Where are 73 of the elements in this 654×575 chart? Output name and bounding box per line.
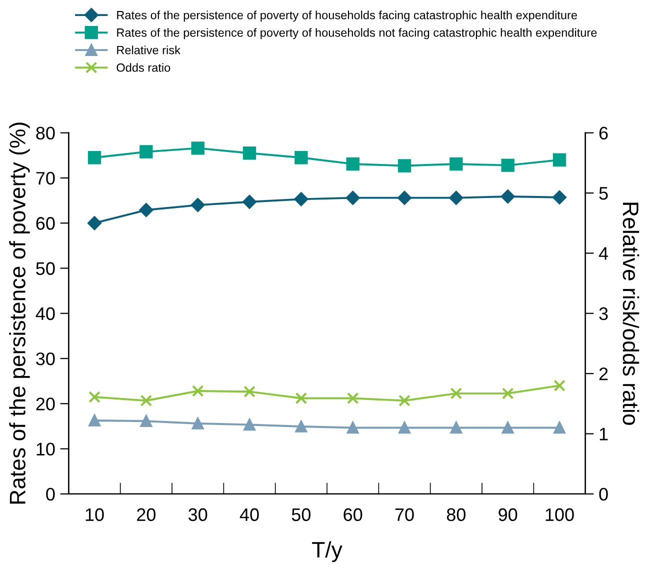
point	[244, 418, 256, 431]
point	[295, 392, 308, 404]
x-tick-label: 10	[86, 508, 104, 522]
point	[501, 158, 514, 172]
y2-tick-label: 3	[599, 307, 608, 320]
point	[502, 422, 514, 434]
point	[554, 380, 566, 392]
x-tick-label: 50	[292, 508, 311, 522]
point	[192, 418, 204, 430]
x-tick-label: 60	[344, 508, 362, 522]
y-tick-label: 20	[36, 398, 55, 410]
y-tick-label: 50	[36, 262, 55, 275]
y-axis-title: Rates of the persistence of poverty (%)	[9, 122, 30, 504]
point	[140, 415, 152, 428]
x-tick-label: 70	[395, 508, 414, 522]
point	[242, 194, 256, 209]
y2-tick-label: 6	[599, 126, 608, 140]
x-tick-label: 30	[188, 508, 208, 522]
legend-label: Relative risk	[117, 46, 180, 54]
x-tick-label: 40	[240, 508, 259, 522]
point	[190, 198, 205, 212]
y2-tick-label: 5	[599, 187, 608, 200]
point	[450, 157, 463, 171]
point	[244, 386, 256, 398]
point	[346, 190, 360, 205]
point	[88, 216, 102, 230]
y-tick-label: 40	[36, 307, 55, 320]
x-tick-label: 80	[446, 508, 466, 522]
x-axis-title: T/y	[312, 541, 342, 562]
point	[500, 190, 515, 204]
y-tick-label: 30	[36, 352, 55, 366]
point	[552, 190, 566, 204]
x-tick-label: 20	[137, 508, 156, 522]
point	[294, 192, 308, 206]
legend-label: Rates of the persistence of poverty of households not facing catastrophic health expenditure	[117, 28, 597, 40]
point	[346, 392, 359, 404]
point	[554, 422, 566, 434]
legend-label: Rates of the persistence of poverty of households facing catastrophic health expenditure	[117, 10, 577, 22]
point	[552, 153, 566, 167]
point	[295, 420, 308, 432]
point	[502, 388, 514, 400]
point	[294, 151, 308, 164]
point	[398, 422, 410, 434]
point	[139, 203, 154, 217]
y2-tick-label: 4	[598, 247, 608, 260]
x-tick-label: 100	[546, 508, 574, 522]
point	[88, 414, 100, 426]
point	[346, 157, 360, 171]
y-tick-label: 0	[46, 488, 55, 501]
y-tick-label: 10	[36, 442, 55, 456]
point	[242, 146, 256, 160]
y2-axis-title: Relative risk/odds ratio	[622, 202, 640, 425]
point	[191, 142, 204, 155]
point	[140, 394, 152, 407]
point	[192, 385, 204, 397]
point	[449, 190, 464, 205]
point	[398, 159, 412, 172]
point	[140, 145, 153, 158]
point	[398, 190, 412, 205]
point	[450, 388, 462, 400]
point	[346, 422, 359, 434]
y-tick-label: 70	[36, 172, 55, 185]
y-tick-label: 60	[36, 217, 55, 230]
point	[450, 422, 462, 434]
legend-label: Odds ratio	[116, 63, 170, 72]
x-tick-label: 90	[498, 508, 518, 522]
point	[88, 391, 100, 403]
y-tick-label: 80	[36, 126, 55, 140]
y2-tick-label: 1	[600, 428, 608, 440]
point	[88, 151, 102, 164]
point	[398, 394, 410, 407]
y2-tick-label: 2	[599, 367, 608, 380]
y2-tick-label: 0	[599, 488, 608, 501]
